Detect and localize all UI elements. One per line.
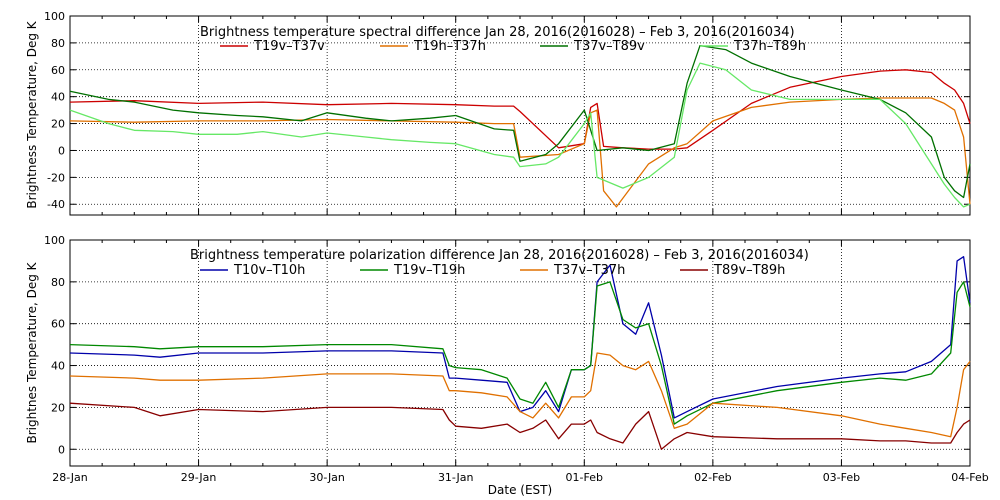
- y-tick-label: 40: [51, 360, 65, 373]
- y-tick-label: 100: [44, 234, 65, 247]
- x-tick-label: 04-Feb: [951, 471, 988, 484]
- series-line-3: [69, 44, 971, 199]
- y-tick-label: -40: [47, 198, 65, 211]
- y-tick-label: 60: [51, 318, 65, 331]
- polarization-chart-title: Brightness temperature polarization diff…: [190, 248, 809, 263]
- series-line-1: [69, 256, 971, 419]
- polarization-y-axis-label: Brightnes Temperature, Deg K: [25, 261, 39, 443]
- legend-label: T37h–T89h: [733, 39, 806, 54]
- legend-label: T19h–T37h: [413, 39, 486, 54]
- x-tick-label: 03-Feb: [823, 471, 860, 484]
- y-tick-label: 60: [51, 64, 65, 77]
- y-tick-label: -20: [47, 171, 65, 184]
- y-tick-label: 20: [51, 401, 65, 414]
- spectral-y-axis-label: Brightness Temperature, Deg K: [25, 20, 39, 208]
- x-tick-label: 02-Feb: [694, 471, 731, 484]
- x-axis-label: Date (EST): [488, 483, 552, 497]
- y-tick-label: 100: [44, 10, 65, 23]
- x-tick-label: 30-Jan: [309, 471, 345, 484]
- legend-label: T10v–T10h: [233, 263, 305, 278]
- series-line-4: [69, 62, 971, 208]
- x-tick-label: 28-Jan: [52, 471, 88, 484]
- series-line-4: [69, 402, 971, 450]
- legend-label: T89v–T89h: [713, 263, 785, 278]
- spectral-plot-frame: [69, 15, 971, 216]
- legend-label: T19v–T19h: [393, 263, 465, 278]
- x-tick-label: 01-Feb: [566, 471, 603, 484]
- legend-label: T37v–T37h: [553, 263, 625, 278]
- x-tick-label: 29-Jan: [181, 471, 217, 484]
- spectral-chart-title: Brightness temperature spectral differen…: [200, 25, 795, 40]
- series-line-2: [69, 97, 971, 208]
- y-tick-label: 40: [51, 91, 65, 104]
- y-tick-label: 80: [51, 37, 65, 50]
- x-tick-label: 31-Jan: [438, 471, 474, 484]
- legend-label: T19v–T37v: [253, 39, 325, 54]
- y-tick-label: 0: [58, 144, 65, 157]
- y-tick-label: 80: [51, 276, 65, 289]
- spectral-difference-panel: -40 -20 0 20 40 60 80 100 Brightness temperatur…: [25, 10, 971, 216]
- y-tick-label: 0: [58, 443, 65, 456]
- y-tick-label: 20: [51, 118, 65, 131]
- polarization-difference-panel: 0 20 40 60 80 100 28-Jan 29-Jan 30-Jan 31-Jan 01-F…: [25, 234, 989, 497]
- series-line-1: [69, 69, 971, 150]
- series-line-2: [69, 281, 971, 425]
- legend-label: T37v–T89v: [573, 39, 645, 54]
- series-line-3: [69, 352, 971, 438]
